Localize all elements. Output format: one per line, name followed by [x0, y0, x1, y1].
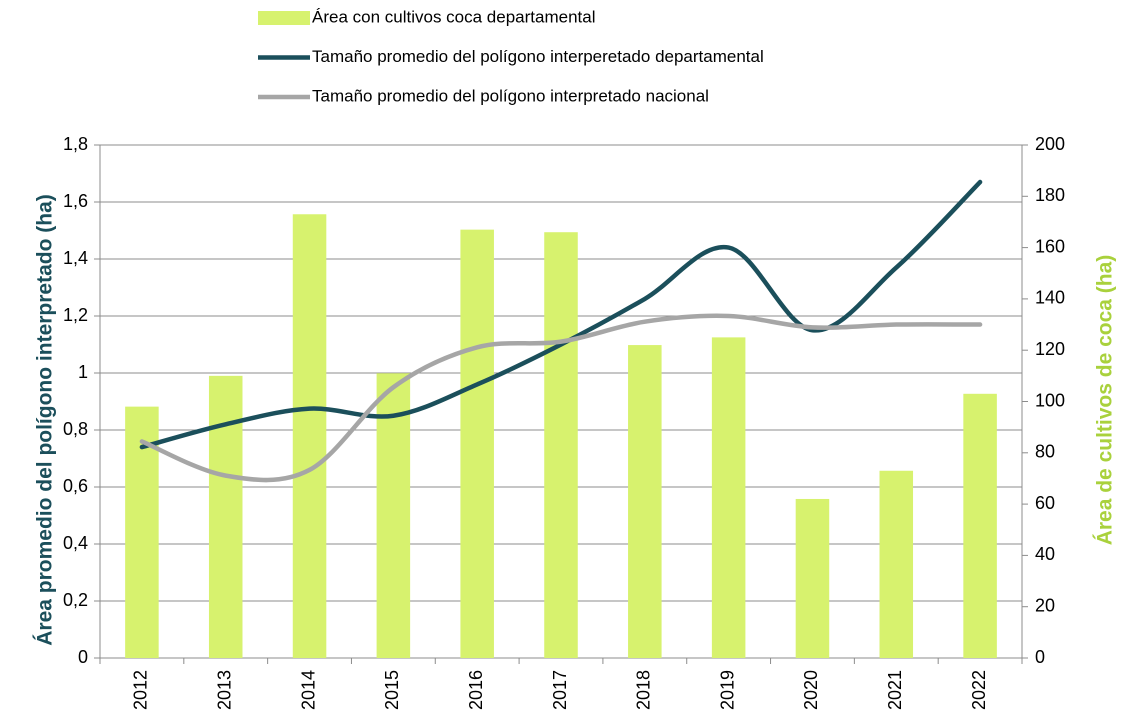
y2-tick-label: 140 [1035, 288, 1065, 308]
line [139, 313, 983, 483]
x-tick-label: 2014 [298, 670, 318, 710]
y-tick-label: 0,6 [63, 476, 88, 496]
legend-swatch [258, 11, 310, 25]
x-tick-label: 2013 [214, 670, 234, 710]
legend-label: Tamaño promedio del polígono interpretad… [312, 86, 709, 105]
bar [292, 214, 327, 658]
y2-tick-label: 0 [1035, 647, 1045, 667]
x-tick-label: 2015 [382, 670, 402, 710]
bar [544, 232, 578, 658]
y-tick-label: 1,8 [63, 134, 88, 154]
x-tick-label: 2012 [131, 670, 151, 710]
x-tick-label: 2017 [550, 670, 570, 710]
bar [208, 375, 243, 658]
x-tick-label: 2020 [801, 670, 821, 710]
legend-label: Tamaño promedio del polígono interpereta… [312, 47, 764, 66]
bar [460, 229, 494, 658]
bar [628, 345, 662, 658]
x-tick-label: 2021 [885, 670, 905, 710]
y2-tick-label: 100 [1035, 390, 1065, 410]
y-tick-label: 0,2 [63, 590, 88, 610]
y2-tick-label: 180 [1035, 185, 1065, 205]
x-tick-label: 2022 [969, 670, 989, 710]
bar [711, 337, 746, 658]
y2-tick-label: 200 [1035, 134, 1065, 154]
y-tick-label: 0,4 [63, 533, 88, 553]
bar [963, 393, 997, 658]
y2-tick-label: 120 [1035, 339, 1065, 359]
y-tick-label: 0,8 [63, 419, 88, 439]
bar [879, 470, 914, 658]
x-tick-label: 2018 [634, 670, 654, 710]
legend-label: Área con cultivos coca departamental [312, 7, 596, 26]
y-tick-label: 1,6 [63, 191, 88, 211]
bar [795, 498, 830, 658]
y-tick-label: 0 [78, 647, 88, 667]
y-tick-label: 1 [78, 362, 88, 382]
y2-tick-label: 20 [1035, 595, 1055, 615]
x-tick-label: 2016 [466, 670, 486, 710]
y2-tick-label: 80 [1035, 442, 1055, 462]
y2-axis-title: Área de cultivos de coca (ha) [1094, 255, 1117, 546]
x-tick-label: 2019 [717, 670, 737, 710]
bar [376, 373, 411, 658]
y2-tick-label: 60 [1035, 493, 1055, 513]
y-tick-label: 1,4 [63, 248, 88, 268]
y-axis-title: Área promedio del polígono interpretado … [34, 194, 57, 646]
y2-tick-label: 40 [1035, 544, 1055, 564]
y-tick-label: 1,2 [63, 305, 88, 325]
y2-tick-label: 160 [1035, 236, 1065, 256]
